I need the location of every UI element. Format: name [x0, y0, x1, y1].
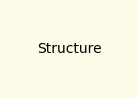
Text: Structure: Structure [37, 42, 102, 56]
